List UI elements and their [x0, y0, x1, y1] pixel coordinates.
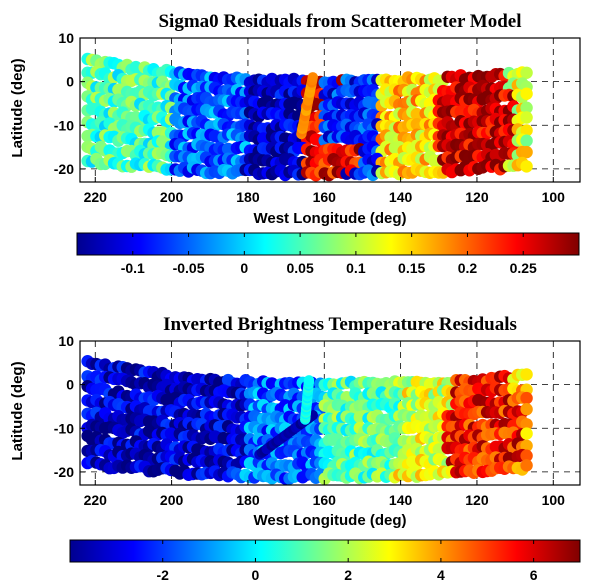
- sigma0-panel: Sigma0 Residuals from Scatterometer Mode…: [9, 11, 581, 276]
- data-point: [520, 449, 533, 462]
- colorbar-tick-label: 2: [344, 567, 352, 583]
- x-tick-label: 220: [84, 189, 108, 205]
- x-tick-label: 140: [389, 492, 413, 508]
- colorbar-tick-label: 0.1: [346, 260, 366, 276]
- data-point: [520, 134, 533, 147]
- data-point: [520, 439, 533, 452]
- data-point: [520, 418, 533, 431]
- x-tick-label: 180: [236, 189, 260, 205]
- y-axis-label: Latitude (deg): [9, 58, 26, 157]
- x-tick-label: 120: [465, 492, 489, 508]
- y-tick-label: 10: [58, 30, 74, 46]
- data-point: [520, 87, 533, 100]
- data-point: [520, 101, 533, 114]
- data-point: [520, 403, 533, 416]
- y-axis-label: Latitude (deg): [9, 361, 26, 460]
- y-tick-label: 10: [58, 333, 74, 349]
- x-tick-label: 140: [389, 189, 413, 205]
- colorbar-tick-label: 0.05: [286, 260, 313, 276]
- y-tick-label: 0: [66, 377, 74, 393]
- colorbar-tick-label: 0: [252, 567, 260, 583]
- colorbar-tick-label: -0.1: [121, 260, 145, 276]
- x-tick-label: 220: [84, 492, 108, 508]
- chart-title: Sigma0 Residuals from Scatterometer Mode…: [158, 11, 521, 32]
- data-point: [520, 459, 533, 472]
- plot-frame: [79, 340, 581, 486]
- brightness-temp-panel: Inverted Brightness Temperature Residual…: [9, 314, 581, 583]
- x-tick-label: 100: [542, 492, 566, 508]
- y-tick-label: 0: [66, 74, 74, 90]
- x-tick-label: 160: [313, 492, 337, 508]
- x-tick-label: 180: [236, 492, 260, 508]
- data-point: [520, 66, 533, 80]
- colorbar-tick-label: -0.05: [173, 260, 205, 276]
- x-tick-label: 160: [313, 189, 337, 205]
- data-point: [520, 160, 533, 173]
- colorbar: [76, 232, 580, 256]
- colorbar: [69, 539, 581, 563]
- data-point: [520, 145, 533, 159]
- x-tick-label: 100: [542, 189, 566, 205]
- data-point: [520, 111, 533, 124]
- crossing-track-point: [307, 72, 318, 83]
- data-point: [520, 391, 533, 405]
- data-point: [520, 368, 533, 381]
- colorbar-tick-label: 6: [530, 567, 538, 583]
- y-tick-label: -20: [54, 161, 74, 177]
- crossing-track-point: [303, 375, 315, 386]
- y-tick-label: -20: [54, 464, 74, 480]
- y-tick-label: -10: [54, 420, 74, 436]
- y-tick-label: -10: [54, 117, 74, 133]
- colorbar-tick-label: -2: [157, 567, 170, 583]
- x-tick-label: 200: [160, 492, 184, 508]
- x-tick-label: 200: [160, 189, 184, 205]
- x-axis-label: West Longitude (deg): [253, 210, 406, 227]
- colorbar-tick-label: 0.15: [398, 260, 425, 276]
- chart-title: Inverted Brightness Temperature Residual…: [163, 314, 517, 335]
- colorbar-tick-label: 4: [437, 567, 445, 583]
- data-point: [520, 427, 533, 440]
- x-axis-label: West Longitude (deg): [253, 512, 406, 529]
- colorbar-tick-label: 0.2: [458, 260, 478, 276]
- plot-frame: [79, 37, 581, 183]
- colorbar-tick-label: 0.25: [510, 260, 537, 276]
- colorbar-tick-label: 0: [240, 260, 248, 276]
- x-tick-label: 120: [465, 189, 489, 205]
- data-point: [520, 124, 533, 137]
